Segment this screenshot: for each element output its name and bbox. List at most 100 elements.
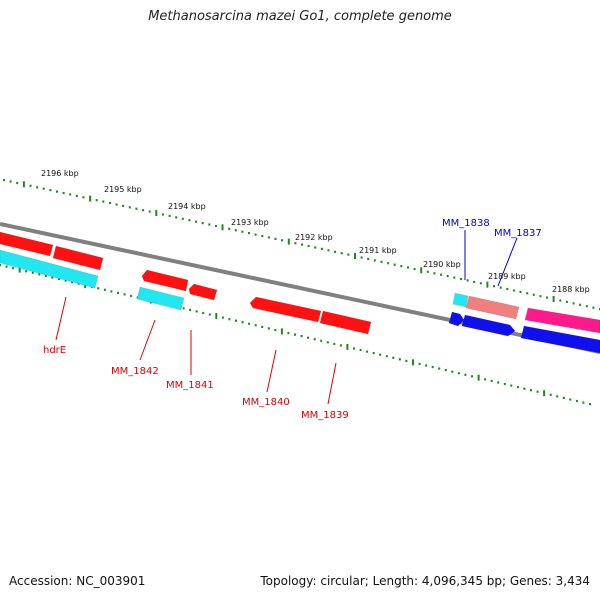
minor-tick xyxy=(0,264,1,267)
minor-tick xyxy=(261,234,264,238)
minor-tick xyxy=(503,382,506,386)
minor-tick xyxy=(562,396,565,399)
minor-tick xyxy=(56,190,58,193)
minor-tick xyxy=(523,387,526,390)
minor-tick xyxy=(326,341,329,344)
minor-tick xyxy=(254,233,257,236)
kbp-label-2196: 2196 kbp xyxy=(41,169,79,178)
gene-feature-cyan[interactable] xyxy=(136,286,185,311)
minor-tick xyxy=(195,310,198,313)
minor-tick xyxy=(339,344,342,347)
minor-tick xyxy=(117,291,119,294)
minor-tick xyxy=(241,321,244,324)
kbp-label-2194: 2194 kbp xyxy=(168,202,206,211)
minor-tick xyxy=(235,319,237,322)
minor-tick xyxy=(387,262,390,265)
gene-feature-red[interactable] xyxy=(249,296,322,323)
minor-tick xyxy=(49,189,52,192)
minor-tick xyxy=(320,339,323,342)
minor-tick xyxy=(110,290,113,293)
gene-label-mm1842[interactable]: MM_1842 xyxy=(111,366,159,377)
gene-feature-red[interactable] xyxy=(0,231,54,257)
minor-tick xyxy=(400,265,403,268)
minor-tick xyxy=(188,219,191,222)
minor-tick xyxy=(453,276,456,279)
accession-text: Accession: NC_003901 xyxy=(9,574,146,588)
gene-feature-red[interactable] xyxy=(319,310,372,335)
kbp-label-2189: 2189 kbp xyxy=(488,272,526,281)
minor-tick xyxy=(189,308,192,311)
gene-label-mm1840[interactable]: MM_1840 xyxy=(242,397,290,408)
minor-tick xyxy=(254,324,257,327)
minor-tick xyxy=(281,239,284,242)
minor-tick xyxy=(405,359,408,362)
minor-tick xyxy=(379,353,382,356)
map-title: Methanosarcina mazei Go1, complete genom… xyxy=(148,9,452,24)
minor-tick xyxy=(135,207,138,210)
minor-tick xyxy=(398,358,401,361)
gene-feature-cyan[interactable] xyxy=(452,292,469,308)
minor-tick xyxy=(572,302,575,305)
gene-feature-cyan[interactable] xyxy=(0,249,99,289)
major-tick xyxy=(155,210,158,216)
minor-tick xyxy=(97,287,100,290)
gene-label-mm1838[interactable]: MM_1838 xyxy=(442,218,490,229)
minor-tick xyxy=(58,277,60,281)
minor-tick xyxy=(506,287,509,291)
minor-tick xyxy=(431,365,434,369)
minor-tick xyxy=(142,209,145,212)
minor-tick xyxy=(526,292,529,295)
gene-feature-blue[interactable] xyxy=(520,325,600,354)
minor-tick xyxy=(75,194,78,197)
minor-tick xyxy=(347,253,350,256)
minor-tick xyxy=(484,378,487,381)
minor-tick xyxy=(479,282,482,285)
gene-label-mm1841[interactable]: MM_1841 xyxy=(166,380,214,391)
minor-tick xyxy=(128,206,131,209)
gene-feature-red[interactable] xyxy=(52,245,104,271)
minor-tick xyxy=(64,279,67,282)
minor-tick xyxy=(307,336,310,339)
gene-feature-red[interactable] xyxy=(188,283,218,301)
gene-feature-red[interactable] xyxy=(141,269,189,292)
leader-line-mm1842 xyxy=(139,319,156,361)
minor-tick xyxy=(248,322,251,325)
minor-tick xyxy=(294,333,296,336)
minor-tick xyxy=(195,220,197,223)
minor-tick xyxy=(579,303,582,306)
gene-feature-salmon[interactable] xyxy=(465,295,520,320)
minor-tick xyxy=(12,267,15,270)
gene-feature-pink[interactable] xyxy=(524,307,600,334)
minor-tick xyxy=(181,217,184,220)
minor-tick xyxy=(426,270,429,273)
minor-tick xyxy=(556,395,559,398)
minor-tick xyxy=(307,244,310,248)
major-tick xyxy=(420,267,423,274)
minor-tick xyxy=(208,223,211,226)
gene-feature-blue[interactable] xyxy=(461,314,516,337)
minor-tick xyxy=(372,352,375,355)
minor-tick xyxy=(516,386,519,389)
minor-tick xyxy=(582,401,585,404)
minor-tick xyxy=(413,267,416,271)
minor-tick xyxy=(294,242,297,245)
major-tick xyxy=(22,181,25,188)
minor-tick xyxy=(69,193,72,196)
gene-label-mm1837[interactable]: MM_1837 xyxy=(494,228,542,239)
gene-label-mm1839[interactable]: MM_1839 xyxy=(301,410,349,421)
minor-tick xyxy=(353,347,355,350)
minor-tick xyxy=(407,266,409,269)
minor-tick xyxy=(457,372,460,375)
gene-feature-blue[interactable] xyxy=(448,311,465,327)
gene-label-hdrE[interactable]: hdrE xyxy=(43,345,66,356)
minor-tick xyxy=(16,181,19,185)
kbp-scale-labels: 2196 kbp 2195 kbp 2194 kbp 2193 kbp 2192… xyxy=(41,169,590,294)
minor-tick xyxy=(115,203,118,206)
minor-tick xyxy=(3,179,5,182)
minor-tick xyxy=(471,375,473,378)
minor-tick xyxy=(214,224,217,228)
minor-tick xyxy=(261,325,264,328)
minor-tick xyxy=(234,229,237,232)
minor-tick xyxy=(82,196,85,199)
minor-tick xyxy=(512,289,515,292)
